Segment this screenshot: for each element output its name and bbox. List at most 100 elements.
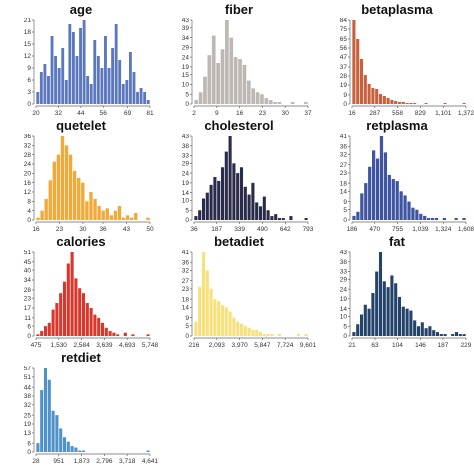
x-tick-label: 829 [415,110,426,117]
histogram-bar [242,64,247,104]
x-tick-label: 16 [236,110,244,117]
x-tick-label: 16 [348,110,356,117]
y-tick-label: 38 [182,143,190,150]
chart-title: age [69,2,93,17]
histogram-bar [194,216,198,220]
histogram-bar [50,36,54,104]
histogram-bar [258,206,263,220]
x-tick-label: 5,748 [142,342,158,349]
y-tick-label: 17 [24,305,32,312]
histogram-bar [131,334,135,336]
y-tick-label: 18 [340,180,348,187]
x-tick-label: 36 [99,226,107,233]
histogram-bar [304,218,308,220]
histogram-bar [379,136,384,220]
histogram-bar [81,182,85,220]
y-tick-label: 24 [182,54,190,61]
histogram-bar [114,24,118,104]
histogram-bar [236,321,240,336]
histogram-bar [128,52,132,104]
histogram-bar [104,36,107,104]
histogram-bar [413,320,417,336]
y-tick-label: 33 [182,153,190,160]
histogram-bar [430,217,435,220]
histogram-bar [281,218,285,220]
histogram-bar [264,98,269,104]
x-tick-label: 490 [257,226,268,233]
histogram-bar [107,68,111,104]
histogram-bar [382,96,386,104]
y-tick-label: 14 [340,306,348,313]
y-tick-label: 13 [24,430,32,437]
x-tick-label: 1,372 [458,110,474,117]
histogram-bar [112,332,116,336]
y-tick-label: 6 [27,440,31,447]
histogram-bar [386,287,390,336]
y-tick-label: 37 [340,64,348,71]
histogram-bar [143,92,147,104]
x-tick-label: 216 [189,342,200,349]
histogram-bar [217,180,221,220]
histogram-bar [40,331,44,336]
histogram-bar [303,102,308,104]
y-tick-label: 0 [27,217,31,224]
y-tick-label: 28 [24,287,32,294]
histogram-bar [136,92,139,104]
histogram-bar [48,180,52,220]
histogram-bar [134,213,138,220]
chart-title: betaplasma [361,2,433,17]
histogram-panel-calories: calories 0 6 11 17 23 28 34 40 45 51 475 1,530 2,584 3… [2,234,160,350]
y-tick-label: 56 [340,45,348,52]
y-tick-label: 9 [27,65,31,72]
y-tick-label: 23 [182,286,190,293]
histogram-panel-betaplasma: betaplasma 0 9 19 28 37 47 56 65 75 84 16 287 558 829 1… [318,2,474,118]
histogram-bar [96,56,100,104]
histogram-bar [97,206,101,220]
histogram-bar [386,98,390,104]
histogram-bar [462,103,466,104]
x-tick-label: 793 [303,226,314,233]
histogram-bar [51,309,55,336]
histogram-bar [405,308,409,336]
x-tick-label: 3,970 [231,342,248,349]
histogram-bar [296,333,301,336]
y-tick-label: 32 [340,152,348,159]
histogram-bar [375,158,380,220]
histogram-bar [395,181,399,220]
histogram-bar [451,334,455,336]
histogram-bar [260,94,264,104]
y-tick-label: 28 [24,152,32,159]
chart-title: quetelet [56,118,106,133]
x-tick-label: 146 [415,342,426,349]
histogram-bar [390,100,394,104]
histogram-bar [363,304,367,336]
x-tick-label: 44 [77,110,85,117]
y-tick-label: 0 [343,217,347,224]
x-tick-label: 642 [280,226,291,233]
histogram-bar [442,217,446,220]
histogram-bar [51,410,55,452]
y-tick-label: 32 [182,268,190,275]
y-tick-label: 19 [182,180,190,187]
x-tick-label: 7,724 [277,342,294,349]
histogram-bar [266,333,270,336]
histogram-bar [372,150,376,220]
y-tick-label: 9 [185,315,189,322]
histogram-bar [101,210,105,220]
histogram-bar [428,326,432,336]
x-tick-label: 9,601 [300,342,316,349]
y-tick-label: 18 [24,29,32,36]
chart-title: betadiet [214,234,264,249]
histogram-bar [382,281,386,336]
histogram-bar [85,303,89,336]
histogram-bar [243,186,247,220]
histogram-bar [139,88,143,104]
histogram-bar [462,217,466,220]
x-tick-label: 1,039 [412,226,429,233]
y-tick-label: 14 [340,189,348,196]
histogram-bar [233,57,238,104]
x-tick-label: 558 [392,110,403,117]
